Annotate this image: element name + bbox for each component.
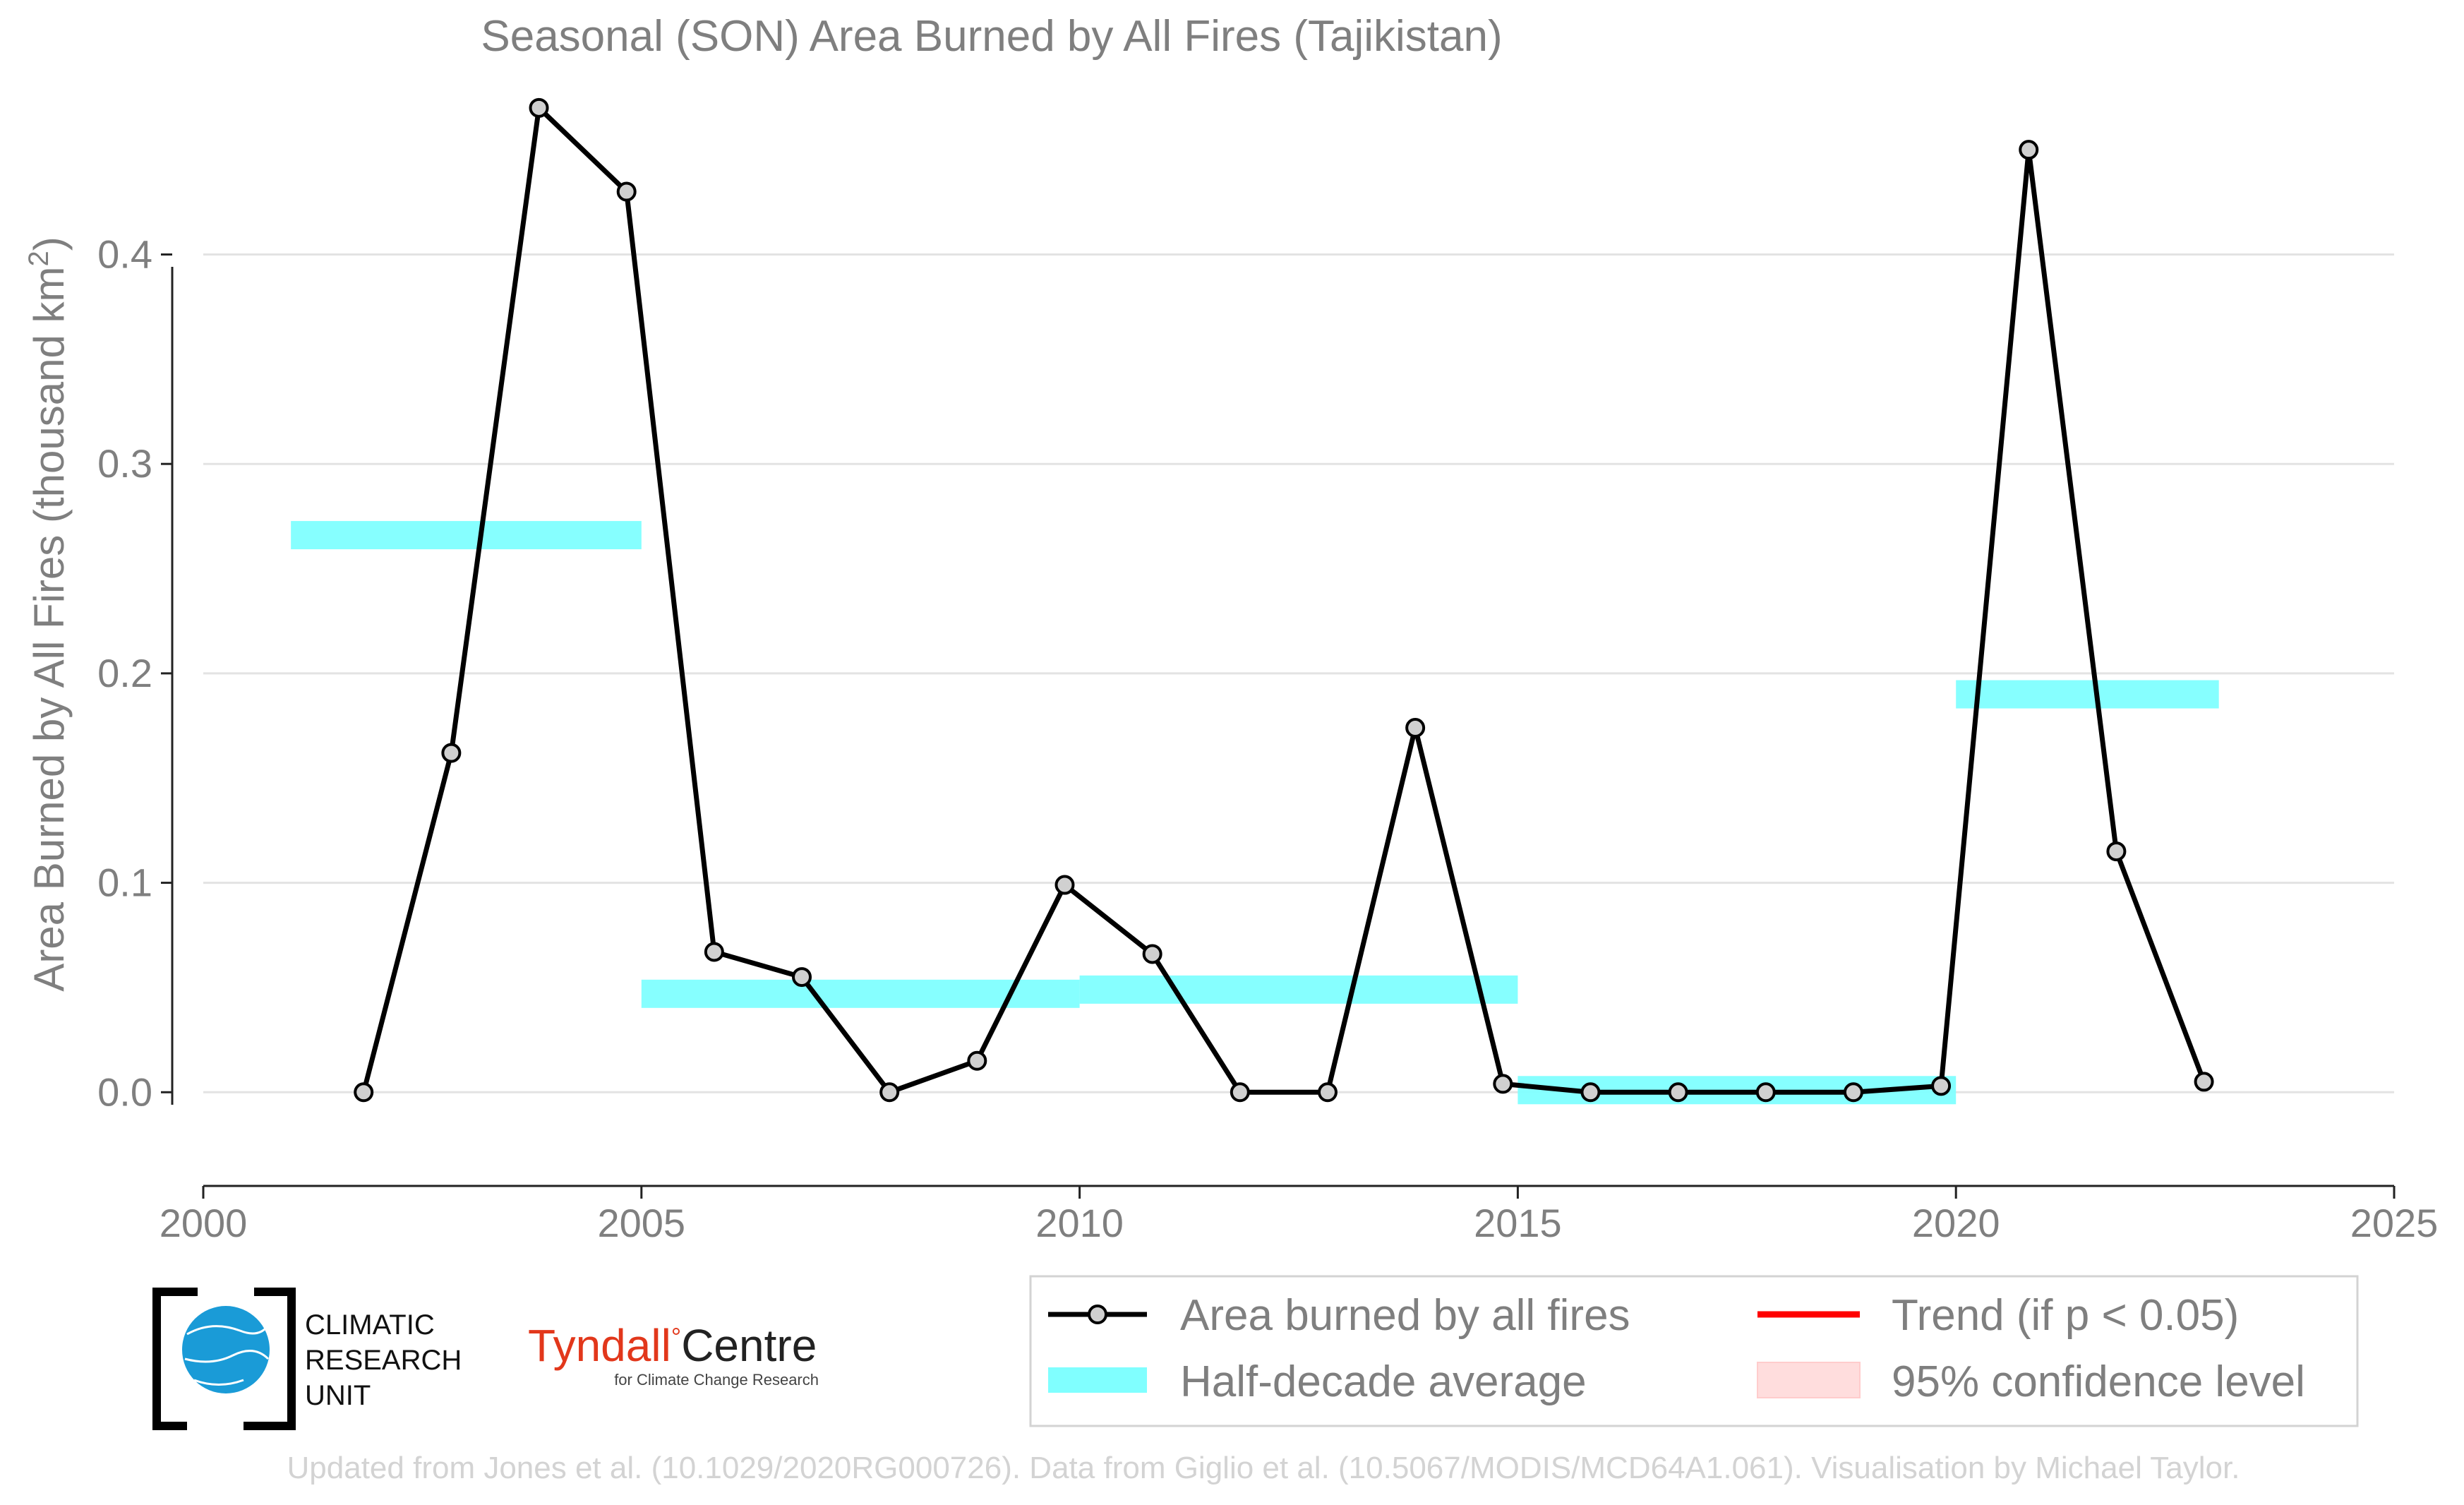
y-axis-label: Area Burned by All Fires (thousand km2) <box>23 236 73 991</box>
data-point <box>1142 944 1162 964</box>
legend-box <box>1029 1275 2359 1427</box>
legend-label-trend: Trend (if p < 0.05) <box>1892 1291 2239 1340</box>
data-point <box>1755 1082 1776 1103</box>
x-tick-label: 2020 <box>1912 1201 2000 1245</box>
data-point <box>529 97 549 118</box>
cru-logo: CLIMATIC RESEARCH UNIT <box>152 1288 462 1430</box>
y-tick-label: 0.0 <box>97 1069 152 1114</box>
legend-label-area-burned: Area burned by all fires <box>1180 1291 1630 1340</box>
data-point <box>1230 1082 1250 1103</box>
cru-text-line-3: UNIT <box>305 1380 371 1411</box>
y-tick-label: 0.1 <box>97 861 152 905</box>
y-tick-label: 0.2 <box>97 651 152 695</box>
data-point <box>1493 1074 1513 1094</box>
x-tick-label: 2000 <box>160 1201 248 1245</box>
cru-globe-contour-icon <box>186 1325 268 1336</box>
y-axis-label-close: ) <box>25 236 73 251</box>
tyndall-centre: Centre <box>681 1320 817 1371</box>
data-point <box>1668 1082 1688 1103</box>
legend-label-confidence: 95% confidence level <box>1892 1357 2305 1406</box>
data-point <box>879 1082 900 1103</box>
series-line <box>361 105 2206 1095</box>
data-point <box>792 967 812 988</box>
data-point <box>1054 875 1075 895</box>
footer-credits: Updated from Jones et al. (10.1029/2020R… <box>287 1451 2240 1485</box>
legend-confidence-swatch <box>1757 1362 1861 1398</box>
x-tick-label: 2005 <box>598 1201 686 1245</box>
half-decade-average-bar <box>1956 680 2219 709</box>
tyndall-subtitle: for Climate Change Research <box>614 1371 819 1389</box>
tyndall-name: Tyndall <box>528 1320 671 1371</box>
data-point <box>1317 1082 1338 1103</box>
data-point <box>2106 841 2127 862</box>
legend-item-trend: Trend (if p < 0.05) <box>1757 1291 2239 1340</box>
data-point <box>1931 1076 1952 1096</box>
half-decade-average-bars <box>291 521 2219 1105</box>
cru-text-line-1: CLIMATIC <box>305 1309 435 1341</box>
legend-item-half-decade-average: Half-decade average <box>1048 1357 1587 1406</box>
y-axis-label-text: Area Burned by All Fires (thousand km <box>25 267 73 992</box>
data-point <box>1843 1082 1863 1103</box>
chart-title: Seasonal (SON) Area Burned by All Fires … <box>481 12 1502 61</box>
cru-bracket-right <box>244 1288 296 1430</box>
tyndall-logo: Tyndall°Centre for Climate Change Resear… <box>528 1320 819 1389</box>
y-tick-label: 0.3 <box>97 441 152 486</box>
axes: 0.0 0.1 0.2 0.3 0.4 2000 2005 2010 2015 2020 2025 <box>97 232 2438 1245</box>
cru-globe-contour-icon <box>193 1379 244 1386</box>
data-point <box>704 942 724 962</box>
data-point <box>967 1050 987 1071</box>
legend-item-confidence: 95% confidence level <box>1757 1357 2305 1406</box>
legend-item-area-burned: Area burned by all fires <box>1048 1291 1630 1340</box>
legend-marker-swatch <box>1088 1305 1107 1324</box>
y-axis-label-superscript: 2 <box>23 251 54 266</box>
data-point <box>2019 140 2039 160</box>
data-point <box>1580 1082 1601 1103</box>
cru-globe-contour-icon <box>184 1350 270 1363</box>
legend: Area burned by all fires Trend (if p < 0… <box>1029 1275 2359 1427</box>
data-point <box>2194 1072 2214 1092</box>
tyndall-degree: ° <box>671 1322 681 1351</box>
gridlines <box>203 253 2394 1093</box>
data-point <box>441 743 462 763</box>
half-decade-average-bar <box>1079 975 1518 1004</box>
tyndall-wordmark: Tyndall°Centre <box>528 1320 817 1371</box>
cru-bracket-left <box>152 1288 198 1430</box>
x-tick-label: 2010 <box>1035 1201 1124 1245</box>
cru-text-line-2: RESEARCH <box>305 1345 462 1376</box>
y-tick-label: 0.4 <box>97 232 152 277</box>
legend-label-half-decade-average: Half-decade average <box>1180 1357 1587 1406</box>
legend-average-swatch <box>1048 1367 1147 1393</box>
series-area-burned <box>354 97 2214 1103</box>
data-point <box>1405 718 1426 738</box>
half-decade-average-bar <box>291 521 642 550</box>
data-point <box>616 181 637 202</box>
data-point <box>354 1082 374 1103</box>
x-tick-label: 2025 <box>2350 1201 2439 1245</box>
x-tick-label: 2015 <box>1474 1201 1562 1245</box>
